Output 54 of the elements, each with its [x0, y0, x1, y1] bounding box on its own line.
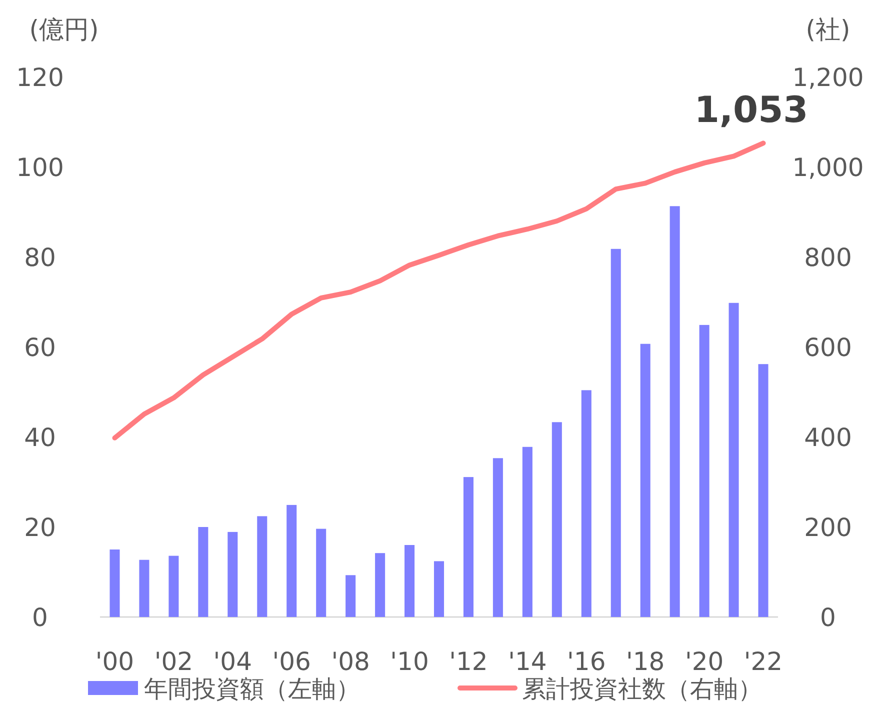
y2-tick-label: 400 — [804, 423, 852, 452]
x-tick-label: '16 — [567, 647, 606, 676]
bar — [346, 575, 356, 617]
x-tick-label: '22 — [744, 647, 783, 676]
bar — [463, 477, 474, 617]
y2-tick-label: 200 — [804, 513, 852, 542]
x-tick-label: '12 — [449, 647, 488, 676]
bar — [610, 248, 621, 617]
y-tick-label: 80 — [24, 243, 56, 272]
bar — [375, 553, 386, 617]
x-tick-label: '00 — [95, 647, 134, 676]
bar — [581, 390, 592, 617]
bar — [758, 364, 768, 617]
x-tick-label: '02 — [154, 647, 194, 676]
bar — [492, 458, 503, 617]
legend-label: 年間投資額（左軸） — [144, 675, 360, 703]
y2-tick-label: 800 — [804, 243, 852, 272]
bar — [139, 560, 150, 617]
y2-tick-label: 1,200 — [792, 63, 864, 92]
bar — [552, 422, 562, 617]
y-tick-label: 0 — [32, 603, 48, 632]
y2-tick-label: 600 — [804, 333, 852, 362]
bar — [257, 516, 268, 617]
y-axis-title: (億円) — [29, 15, 99, 44]
y-tick-label: 60 — [24, 333, 56, 362]
x-tick-label: '10 — [390, 647, 429, 676]
y-tick-label: 20 — [24, 513, 56, 542]
y2-axis-title: (社) — [806, 15, 850, 44]
x-tick-label: '08 — [331, 647, 370, 676]
x-tick-label: '06 — [272, 647, 311, 676]
x-tick-label: '18 — [626, 647, 665, 676]
x-tick-label: '04 — [213, 647, 252, 676]
y-tick-label: 100 — [16, 153, 64, 182]
y-tick-label: 120 — [16, 63, 64, 92]
bar — [404, 545, 415, 617]
bar — [316, 528, 326, 617]
legend-label: 累計投資社数（右軸） — [522, 675, 762, 703]
bar — [198, 527, 208, 617]
y2-tick-label: 1,000 — [792, 153, 864, 182]
bar — [228, 532, 238, 617]
bar — [286, 504, 297, 617]
bar — [110, 550, 120, 617]
annotation: 1,053 — [694, 90, 808, 131]
y2-tick-label: 0 — [820, 603, 836, 632]
bar — [728, 302, 739, 617]
bar — [434, 561, 444, 617]
bar — [670, 206, 680, 617]
bar — [699, 324, 710, 617]
bar — [168, 556, 179, 617]
x-tick-label: '20 — [684, 647, 724, 676]
bar — [640, 344, 650, 617]
bar — [522, 446, 532, 617]
y-tick-label: 40 — [24, 423, 56, 452]
x-tick-label: '14 — [508, 647, 547, 676]
